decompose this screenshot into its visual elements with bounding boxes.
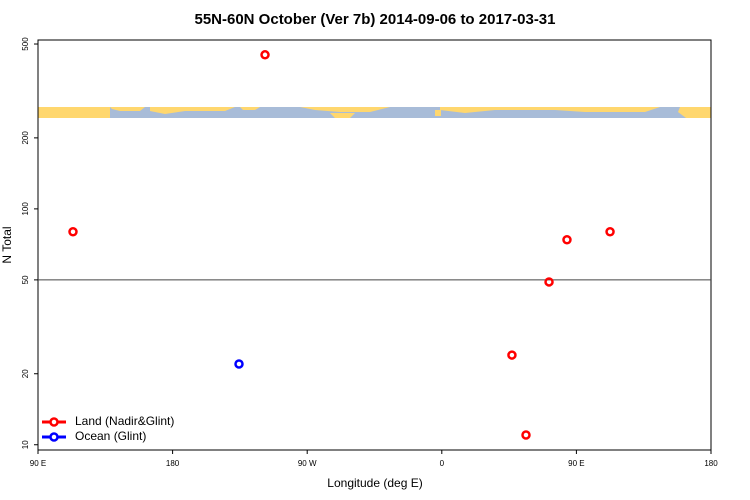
point [562, 234, 572, 245]
y-tick-label: 100 [21, 202, 30, 216]
x-tick-label: 0 [440, 459, 445, 468]
y-tick-label: 50 [21, 275, 30, 284]
x-tick-label: 90 E [30, 459, 46, 468]
point [68, 226, 78, 237]
point [260, 50, 270, 60]
plot-frame [37, 39, 712, 451]
map-strip [38, 107, 711, 118]
x-tick-label: 180 [704, 459, 718, 468]
y-tick-label: 20 [21, 369, 30, 378]
legend-marker [49, 432, 59, 442]
point [521, 430, 531, 440]
legend-label: Ocean (Glint) [75, 429, 146, 443]
x-tick-label: 90 E [568, 459, 584, 468]
legend-marker [49, 417, 59, 427]
x-tick-label: 90 W [298, 459, 317, 468]
point [507, 350, 517, 360]
y-tick-label: 200 [21, 131, 30, 145]
x-tick-label: 180 [166, 459, 180, 468]
y-tick-label: 500 [21, 37, 30, 51]
point [544, 277, 554, 287]
x-axis-label: Longitude (deg E) [327, 476, 422, 490]
y-axis-label: N Total [0, 226, 14, 263]
point [234, 359, 244, 369]
legend-label: Land (Nadir&Glint) [75, 414, 174, 428]
chart-title: 55N-60N October (Ver 7b) 2014-09-06 to 2… [194, 11, 555, 28]
y-tick-label: 10 [21, 440, 30, 449]
point [605, 226, 615, 237]
